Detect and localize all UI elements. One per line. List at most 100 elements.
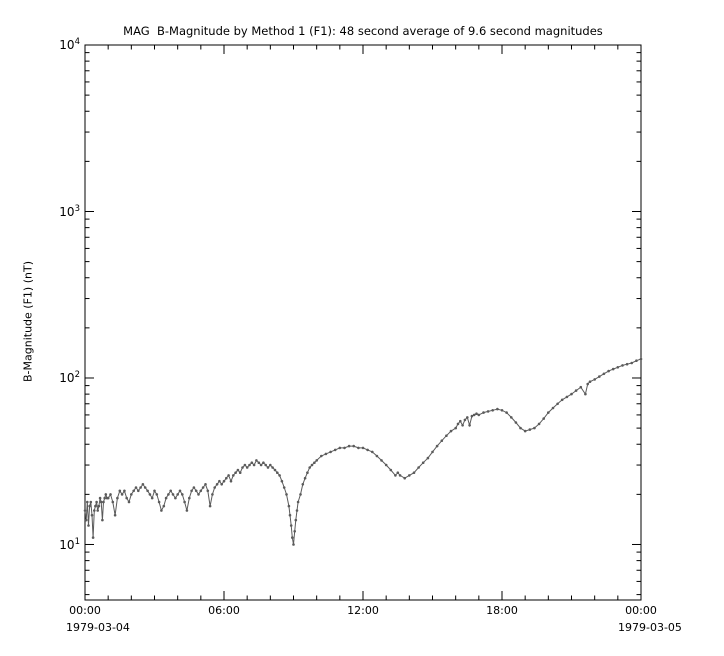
data-point — [269, 463, 272, 467]
data-point — [588, 380, 592, 384]
data-point — [208, 504, 212, 508]
data-point — [94, 504, 97, 508]
data-point — [468, 424, 471, 427]
data-point — [83, 509, 87, 512]
data-point — [299, 493, 302, 496]
data-point — [266, 466, 270, 469]
data-point — [192, 486, 196, 489]
data-point — [593, 378, 596, 381]
data-point — [148, 493, 152, 496]
data-point — [236, 468, 240, 472]
data-point — [586, 382, 589, 386]
data-point — [347, 444, 351, 448]
data-point — [87, 524, 90, 527]
data-point — [533, 426, 536, 430]
data-point — [528, 428, 532, 431]
data-point — [130, 493, 133, 496]
data-point — [285, 493, 288, 496]
data-point — [505, 411, 508, 414]
y-tick-label-1e1: 101 — [59, 537, 80, 552]
data-point — [639, 357, 643, 361]
data-point — [510, 416, 513, 419]
data-point — [278, 474, 281, 477]
data-point — [500, 409, 504, 412]
data-point — [454, 426, 458, 430]
data-point — [98, 496, 102, 500]
data-point — [143, 486, 147, 489]
data-point — [134, 486, 138, 489]
data-point — [466, 416, 469, 419]
data-point — [259, 463, 263, 467]
data-point — [398, 474, 402, 477]
data-point — [160, 509, 163, 512]
data-point — [101, 518, 104, 522]
x-tick-label-1200: 12:00 — [347, 604, 379, 617]
data-point — [206, 489, 210, 493]
data-point — [215, 483, 219, 486]
data-point — [394, 474, 397, 477]
data-point — [176, 493, 179, 496]
data-point — [257, 461, 261, 465]
data-point — [116, 496, 119, 500]
data-point — [276, 471, 279, 475]
data-point — [213, 486, 216, 489]
data-point — [178, 489, 182, 493]
data-point — [625, 362, 629, 366]
data-point — [412, 471, 416, 475]
data-point — [426, 456, 430, 460]
data-point — [174, 496, 177, 500]
data-point — [486, 410, 490, 413]
data-point — [584, 392, 587, 396]
data-point — [106, 496, 110, 500]
data-point — [435, 444, 439, 448]
data-point — [293, 530, 297, 533]
data-point — [271, 466, 274, 469]
data-point — [171, 493, 175, 496]
data-point — [470, 414, 474, 418]
data-point — [89, 500, 93, 504]
data-point — [139, 486, 142, 489]
data-point — [197, 493, 200, 496]
data-point — [289, 524, 293, 527]
data-point — [288, 513, 292, 517]
data-point — [324, 452, 328, 456]
chart-title: MAG B-Magnitude by Method 1 (F1): 48 sec… — [123, 24, 603, 38]
data-point — [396, 471, 400, 475]
data-point — [449, 429, 453, 433]
data-point — [310, 463, 314, 467]
data-point — [183, 500, 186, 504]
data-point — [220, 483, 223, 486]
data-point — [97, 504, 101, 508]
data-point — [123, 489, 126, 493]
data-point — [389, 468, 393, 472]
data-series-line — [84, 358, 642, 545]
data-point — [301, 483, 305, 486]
data-point — [461, 424, 464, 427]
x-tick-label-0000-end: 00:00 — [625, 604, 657, 617]
data-point — [560, 398, 564, 402]
data-point — [421, 461, 425, 465]
data-point — [308, 466, 312, 469]
data-point — [408, 474, 411, 477]
data-point — [127, 500, 131, 504]
data-point — [616, 366, 620, 369]
data-point — [86, 500, 89, 504]
data-point — [475, 412, 478, 416]
data-point — [371, 450, 374, 454]
data-point — [295, 509, 299, 512]
data-point — [118, 489, 122, 493]
data-point — [329, 450, 332, 454]
data-point — [294, 518, 298, 522]
data-point — [132, 489, 135, 493]
data-point — [542, 417, 545, 420]
y-tick-label-1e2: 102 — [59, 370, 80, 385]
data-point — [137, 489, 140, 493]
data-point — [194, 489, 198, 493]
data-point — [343, 446, 346, 450]
date-label-start: 1979-03-04 — [66, 621, 130, 634]
data-point — [146, 489, 149, 493]
data-point — [519, 426, 522, 430]
data-point — [164, 496, 168, 500]
data-point — [111, 500, 115, 504]
data-point — [88, 504, 91, 508]
